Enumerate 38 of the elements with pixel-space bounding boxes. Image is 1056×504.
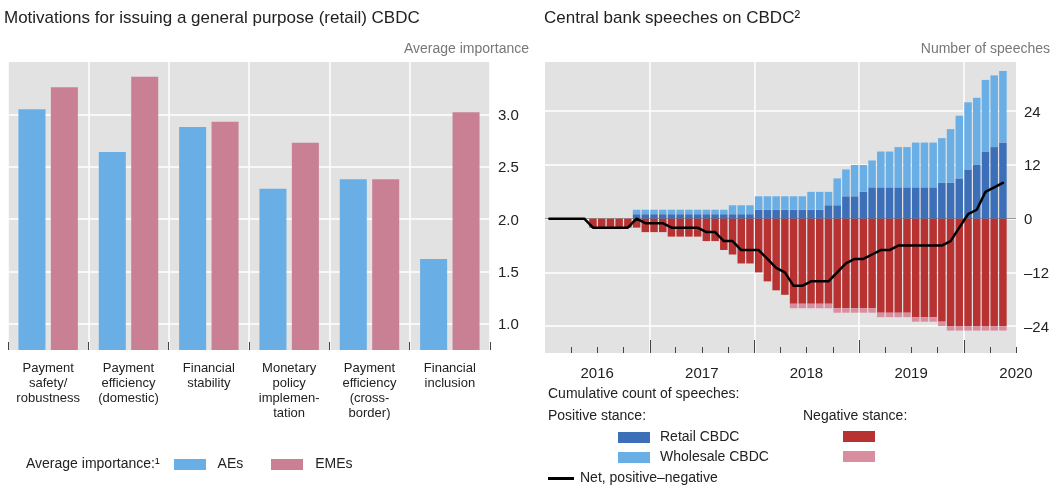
legend-label: Retail CBDC bbox=[660, 428, 740, 444]
x-tick-label: Monetary policy implemen- tation bbox=[258, 360, 320, 420]
y-tick-label: –12 bbox=[1024, 263, 1050, 281]
x-tick-label: Payment efficiency (domestic) bbox=[98, 360, 159, 405]
bar bbox=[946, 326, 955, 331]
x-tick-label: 2017 bbox=[685, 364, 719, 381]
y-tick-label: 0 bbox=[1024, 210, 1033, 228]
y-tick-label: –24 bbox=[1024, 317, 1050, 335]
x-tick-label: 2018 bbox=[789, 364, 824, 381]
x-tick-label: 2019 bbox=[894, 364, 928, 381]
legend-label: Net, positive–negative bbox=[580, 469, 718, 485]
x-tick-label: 2020 bbox=[999, 364, 1033, 381]
legend-title: Cumulative count of speeches: bbox=[548, 384, 741, 403]
y-tick-label: 12 bbox=[1024, 156, 1041, 174]
y-tick-label: 2.0 bbox=[498, 210, 519, 228]
chart-title: Motivations for issuing a general purpose (retail) CBDC bbox=[4, 8, 420, 28]
bar bbox=[938, 321, 946, 327]
y-tick-label: 1.5 bbox=[498, 262, 519, 280]
y-tick-label: 24 bbox=[1024, 102, 1041, 120]
legend-label: EMEs bbox=[315, 455, 353, 471]
text: Positive stance: bbox=[548, 407, 647, 423]
chart-title: Central bank speeches on CBDC² bbox=[544, 8, 801, 28]
line-series bbox=[548, 181, 1005, 288]
x-tick-label: Payment efficiency (cross- border) bbox=[342, 360, 397, 420]
y-axis-title: Average importance bbox=[403, 40, 529, 56]
x-tick-label: Financial stability bbox=[182, 360, 235, 390]
legend-label: Wholesale CBDC bbox=[660, 448, 769, 464]
y-tick-label: 2.5 bbox=[498, 158, 519, 176]
y-axis-title: Number of speeches bbox=[920, 40, 1050, 56]
legend-label: AEs bbox=[217, 455, 244, 471]
x-tick-label: Payment safety/ robustness bbox=[16, 360, 81, 405]
text: Negative stance: bbox=[803, 406, 908, 425]
x-tick-label: Financial inclusion bbox=[423, 360, 476, 390]
legend-title: Average importance:¹ bbox=[26, 455, 160, 471]
y-tick-label: 3.0 bbox=[498, 105, 519, 123]
y-tick-label: 1.0 bbox=[498, 315, 519, 333]
x-tick-label: 2016 bbox=[580, 364, 614, 381]
bar bbox=[911, 317, 920, 322]
